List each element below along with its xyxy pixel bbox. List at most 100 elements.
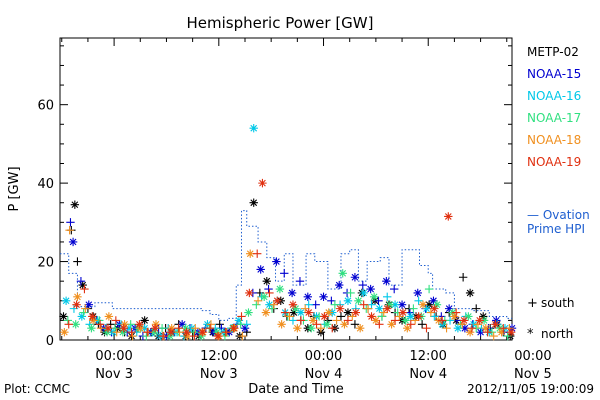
data-point-noaa-19 <box>213 331 223 341</box>
data-point-noaa-19 <box>475 316 484 325</box>
data-point-noaa-19 <box>119 324 128 333</box>
data-point-noaa-18 <box>442 324 451 333</box>
data-point-noaa-19 <box>367 312 376 321</box>
data-point-noaa-19 <box>296 316 306 325</box>
data-point-noaa-18 <box>293 324 302 333</box>
data-point-metp-02 <box>458 273 468 282</box>
x-tick-time-label: 00:00 <box>95 349 132 364</box>
data-point-noaa-19 <box>312 320 321 329</box>
marker-key-symbol: + <box>527 296 538 311</box>
data-point-noaa-19 <box>335 304 345 313</box>
data-point-noaa-18 <box>60 327 69 337</box>
data-point-noaa-19 <box>253 249 262 258</box>
data-point-noaa-18 <box>308 316 318 325</box>
data-point-metp-02 <box>73 257 82 266</box>
data-point-metp-02 <box>289 308 299 317</box>
x-tick-time-label: 00:00 <box>305 349 342 364</box>
data-point-noaa-17 <box>236 320 245 329</box>
data-point-noaa-18 <box>128 331 137 341</box>
data-point-noaa-18 <box>410 316 420 325</box>
data-point-noaa-19 <box>64 320 73 329</box>
data-point-noaa-16 <box>249 124 258 133</box>
y-axis-label: P [GW] <box>7 166 22 211</box>
data-point-noaa-16 <box>430 312 439 321</box>
data-point-noaa-17 <box>338 269 347 278</box>
data-point-metp-02 <box>336 312 346 321</box>
data-point-metp-02 <box>343 308 353 317</box>
ovation-label-line2: Prime HPI <box>527 222 585 236</box>
data-point-noaa-19 <box>127 327 136 337</box>
data-point-noaa-18 <box>104 312 114 321</box>
data-point-noaa-19 <box>198 327 207 337</box>
data-point-noaa-19 <box>343 316 353 325</box>
data-point-noaa-16 <box>406 312 415 321</box>
data-point-noaa-19 <box>390 316 400 325</box>
data-point-noaa-18 <box>261 308 271 317</box>
data-point-noaa-15 <box>366 284 375 294</box>
data-point-noaa-16 <box>140 324 149 333</box>
data-point-noaa-19 <box>265 288 274 298</box>
data-point-noaa-19 <box>459 316 469 325</box>
marker-key-label: north <box>541 327 573 341</box>
data-point-noaa-17 <box>181 324 190 333</box>
data-point-noaa-18 <box>371 316 381 325</box>
data-point-noaa-15 <box>287 288 297 298</box>
data-point-noaa-15 <box>476 327 485 337</box>
data-point-noaa-19 <box>320 312 329 321</box>
data-point-noaa-17 <box>150 327 159 337</box>
marker-key-symbol: * <box>527 327 534 342</box>
data-point-noaa-18 <box>340 320 349 329</box>
data-point-noaa-15 <box>413 288 422 298</box>
data-point-noaa-17 <box>71 320 80 329</box>
legend-entry: NOAA-17 <box>527 111 581 125</box>
data-point-noaa-17 <box>142 331 151 341</box>
data-point-noaa-17 <box>479 316 489 325</box>
y-axis: 0 20 40 60 <box>37 45 512 349</box>
data-point-noaa-19 <box>359 300 368 309</box>
data-point-noaa-18 <box>403 324 412 333</box>
y-tick-label: 20 <box>37 256 54 271</box>
data-point-noaa-18 <box>120 320 129 329</box>
data-point-noaa-15 <box>84 300 93 309</box>
data-point-noaa-19 <box>491 320 500 329</box>
data-point-noaa-17 <box>252 300 261 309</box>
data-point-noaa-15 <box>444 304 454 313</box>
data-point-noaa-19 <box>88 312 97 321</box>
scatter-markers <box>59 124 517 341</box>
data-point-noaa-15 <box>327 296 336 305</box>
data-point-noaa-15 <box>303 292 313 302</box>
data-point-noaa-19 <box>95 320 105 329</box>
data-point-noaa-18 <box>489 331 498 341</box>
data-point-noaa-19 <box>258 178 267 188</box>
data-point-noaa-19 <box>483 327 492 337</box>
data-point-noaa-18 <box>395 312 404 321</box>
legend-entry: NOAA-16 <box>527 89 581 103</box>
data-point-noaa-17 <box>424 284 434 294</box>
data-point-noaa-18 <box>73 292 82 302</box>
data-point-noaa-15 <box>66 218 75 227</box>
data-point-noaa-16 <box>375 304 384 313</box>
data-point-noaa-15 <box>272 257 281 266</box>
ovation-label: — Ovation <box>527 208 590 222</box>
legend-entry: NOAA-15 <box>527 67 581 81</box>
data-point-noaa-19 <box>414 312 423 321</box>
footer-timestamp: 2012/11/05 19:00:09 <box>467 382 594 396</box>
data-point-noaa-18 <box>167 324 176 333</box>
data-point-noaa-18 <box>246 249 255 258</box>
ovation-step-line <box>60 210 512 321</box>
data-point-noaa-18 <box>363 304 373 313</box>
data-point-noaa-19 <box>467 324 477 333</box>
data-point-noaa-17 <box>87 324 96 333</box>
data-point-noaa-15 <box>280 269 289 278</box>
data-point-noaa-19 <box>288 300 298 309</box>
data-point-noaa-17 <box>464 312 473 321</box>
data-point-noaa-15 <box>390 284 399 294</box>
data-point-noaa-16 <box>304 300 313 309</box>
data-point-noaa-19 <box>383 304 392 313</box>
data-point-noaa-17 <box>267 304 277 313</box>
data-point-noaa-17 <box>401 316 410 325</box>
data-point-noaa-18 <box>183 331 192 341</box>
data-point-noaa-15 <box>319 292 328 302</box>
data-point-noaa-19 <box>375 320 384 329</box>
data-point-noaa-18 <box>81 304 90 313</box>
